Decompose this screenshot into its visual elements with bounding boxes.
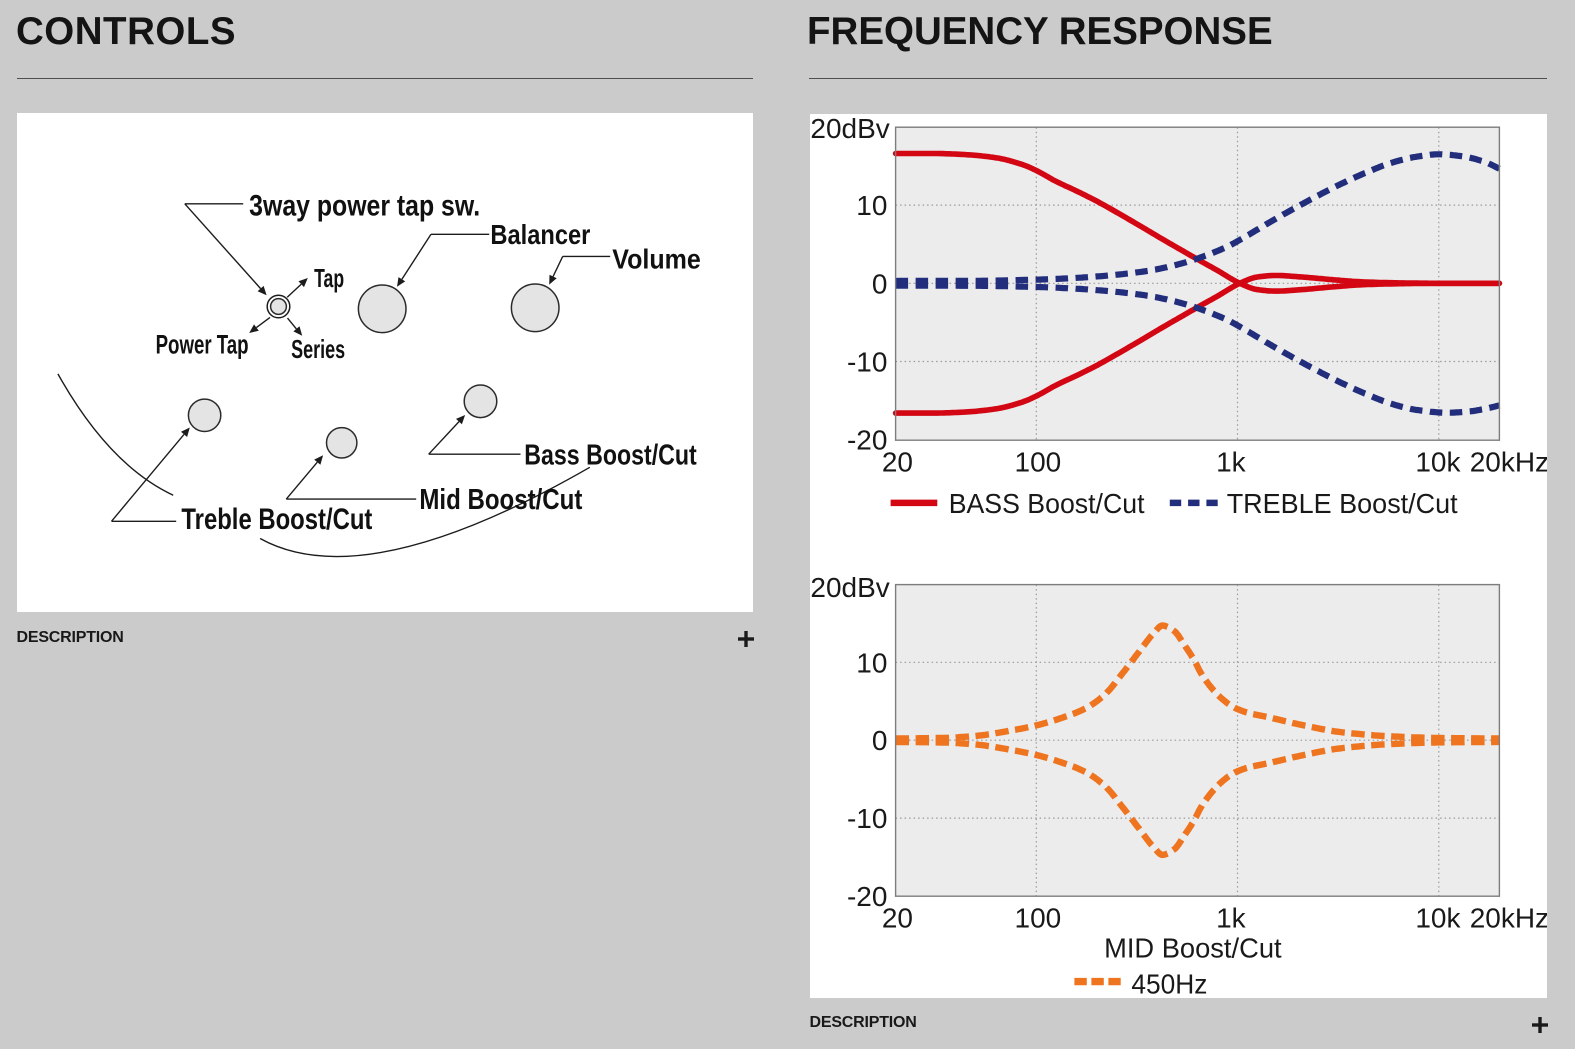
svg-text:-20: -20 bbox=[847, 424, 887, 455]
svg-text:20kHz: 20kHz bbox=[1469, 902, 1547, 933]
svg-text:-10: -10 bbox=[847, 346, 887, 377]
svg-text:0: 0 bbox=[871, 725, 887, 756]
svg-text:1k: 1k bbox=[1216, 446, 1247, 477]
svg-text:10: 10 bbox=[856, 647, 887, 678]
svg-text:20: 20 bbox=[881, 902, 912, 933]
svg-text:Treble Boost/Cut: Treble Boost/Cut bbox=[181, 503, 372, 536]
svg-text:Bass Boost/Cut: Bass Boost/Cut bbox=[524, 439, 697, 471]
svg-text:20: 20 bbox=[881, 446, 912, 477]
svg-text:Tap: Tap bbox=[314, 263, 344, 293]
svg-text:3way power tap sw.: 3way power tap sw. bbox=[249, 189, 480, 222]
svg-text:-20: -20 bbox=[847, 881, 887, 912]
svg-text:100: 100 bbox=[1014, 902, 1061, 933]
svg-text:20kHz: 20kHz bbox=[1469, 446, 1547, 477]
svg-text:Mid Boost/Cut: Mid Boost/Cut bbox=[419, 484, 582, 516]
svg-text:20dBv: 20dBv bbox=[810, 571, 889, 602]
svg-text:10: 10 bbox=[856, 190, 887, 221]
svg-text:Power Tap: Power Tap bbox=[155, 329, 248, 359]
svg-text:TREBLE Boost/Cut: TREBLE Boost/Cut bbox=[1226, 488, 1457, 519]
svg-text:100: 100 bbox=[1014, 446, 1061, 477]
svg-text:450Hz: 450Hz bbox=[1131, 968, 1207, 998]
svg-text:10k: 10k bbox=[1415, 902, 1461, 933]
svg-text:Volume: Volume bbox=[612, 244, 700, 275]
svg-text:20dBv: 20dBv bbox=[810, 114, 889, 144]
svg-text:0: 0 bbox=[871, 268, 887, 299]
svg-text:BASS Boost/Cut: BASS Boost/Cut bbox=[948, 488, 1144, 519]
svg-text:Series: Series bbox=[291, 334, 345, 364]
svg-text:10k: 10k bbox=[1415, 446, 1461, 477]
svg-text:-10: -10 bbox=[847, 803, 887, 834]
svg-text:1k: 1k bbox=[1216, 902, 1247, 933]
svg-text:Balancer: Balancer bbox=[490, 219, 590, 250]
svg-text:MID Boost/Cut: MID Boost/Cut bbox=[1104, 932, 1282, 963]
